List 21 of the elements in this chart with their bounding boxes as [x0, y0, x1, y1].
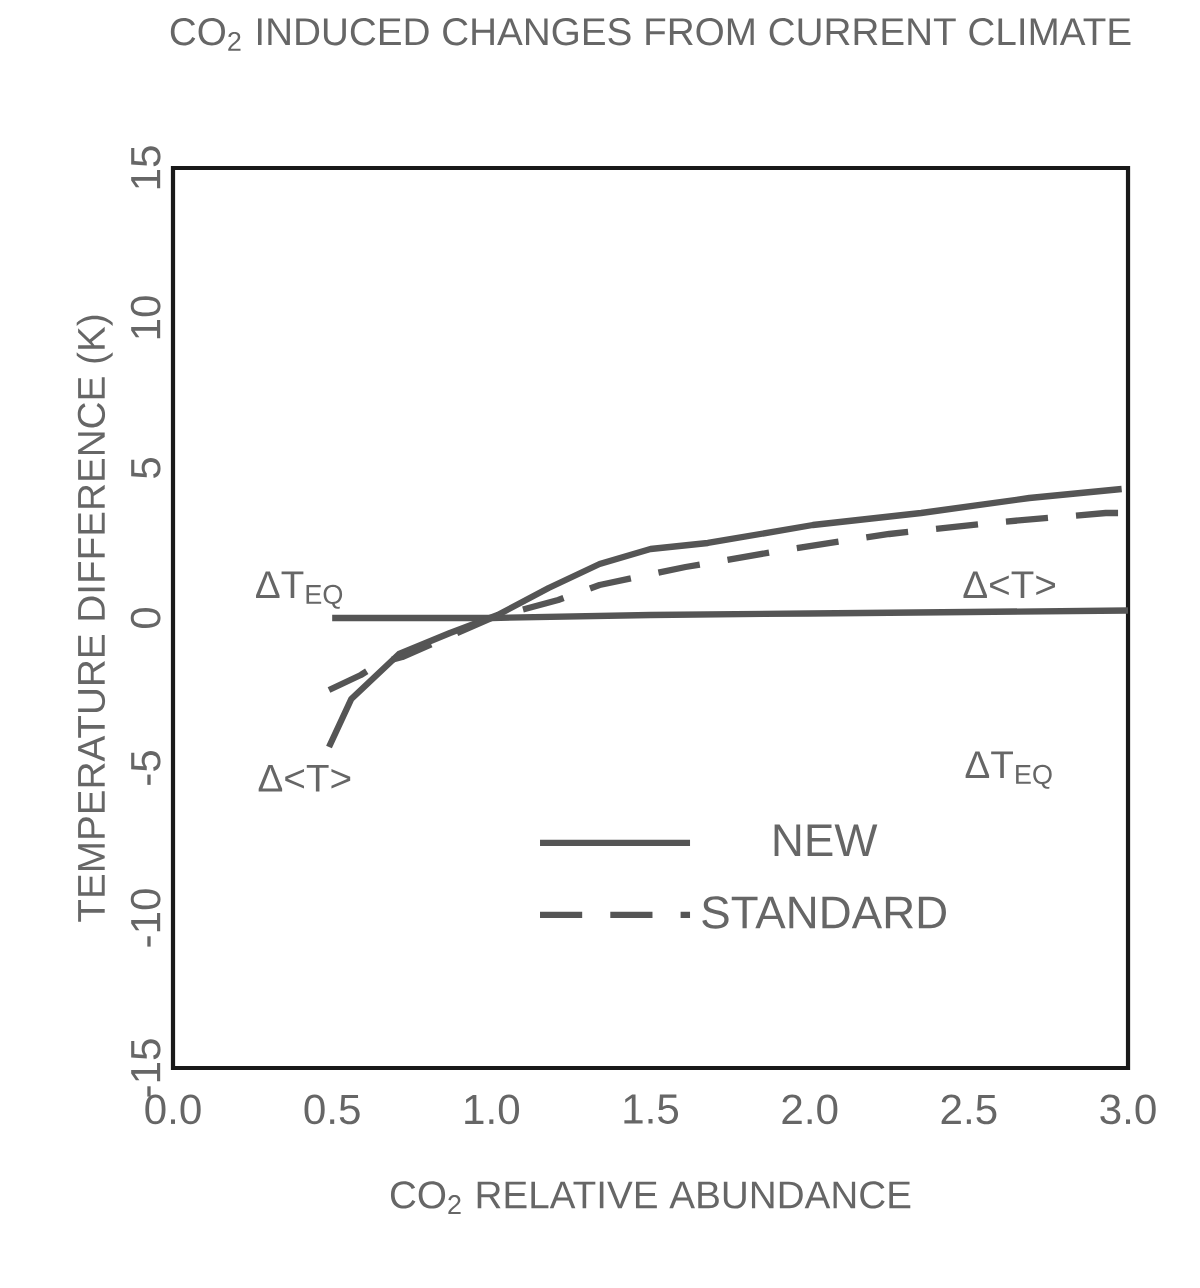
x-tick-label: 1.5: [624, 1094, 679, 1124]
y-tick-label: -10: [130, 889, 161, 947]
y-tick-label: 15: [131, 146, 161, 189]
y-tick-label: 5: [131, 458, 161, 479]
y-tick-label: 0: [130, 607, 161, 629]
annotation: ΔT$_{EQ}$: [256, 571, 343, 609]
x-axis-title: CO$_{2}$ RELATIVE ABUNDANCE: [390, 1181, 911, 1214]
annotation: ΔT$_{EQ}$: [965, 751, 1052, 789]
x-tick-label: 1.0: [465, 1094, 520, 1125]
y-tick-label: 10: [130, 296, 161, 339]
y-axis-title: TEMPERATURE DIFFERENCE (K): [76, 315, 113, 922]
x-tick-label: 2.0: [782, 1094, 838, 1125]
y-tick-label: -5: [131, 751, 161, 785]
legend-label: NEW: [774, 824, 878, 856]
x-tick-label: 0.5: [304, 1094, 360, 1125]
x-tick-label: 3.0: [1100, 1094, 1156, 1125]
annotation: Δ<T>: [258, 764, 351, 792]
legend-label: STANDARD: [702, 896, 946, 929]
x-tick-label: 2.5: [941, 1094, 997, 1125]
chart-title: CO$_{2}$ INDUCED CHANGES FROM CURRENT CLIMATE: [170, 18, 1131, 51]
annotation: Δ<T>: [963, 571, 1055, 598]
